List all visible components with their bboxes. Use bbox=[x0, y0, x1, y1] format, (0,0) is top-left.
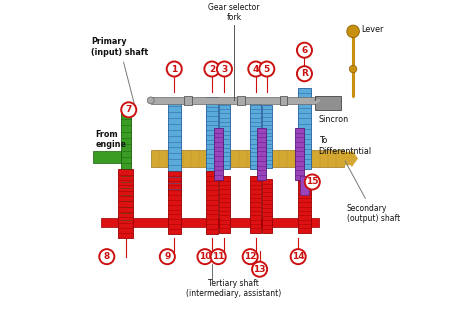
Circle shape bbox=[297, 43, 312, 58]
Circle shape bbox=[121, 102, 137, 117]
Circle shape bbox=[305, 174, 320, 190]
Bar bbox=[206, 97, 218, 173]
Bar bbox=[250, 100, 261, 169]
Text: 13: 13 bbox=[253, 265, 266, 274]
Circle shape bbox=[315, 97, 322, 104]
Circle shape bbox=[243, 249, 258, 264]
Bar bbox=[151, 97, 319, 104]
Bar bbox=[93, 151, 126, 163]
Text: Sincron: Sincron bbox=[319, 115, 349, 124]
Circle shape bbox=[210, 249, 226, 264]
Text: Primary
(input) shaft: Primary (input) shaft bbox=[91, 37, 148, 104]
Bar bbox=[262, 105, 272, 168]
Text: 2: 2 bbox=[209, 64, 215, 74]
Bar bbox=[219, 176, 230, 233]
Text: Secondary
(output) shaft: Secondary (output) shaft bbox=[345, 161, 400, 223]
Circle shape bbox=[259, 61, 274, 77]
Circle shape bbox=[217, 61, 232, 77]
Text: 9: 9 bbox=[164, 252, 171, 261]
Text: 3: 3 bbox=[221, 64, 228, 74]
Text: 15: 15 bbox=[306, 178, 319, 186]
Bar bbox=[168, 171, 181, 234]
Text: 12: 12 bbox=[244, 252, 256, 261]
Text: 8: 8 bbox=[104, 252, 110, 261]
Bar bbox=[100, 218, 319, 228]
Bar bbox=[295, 128, 304, 180]
Text: 4: 4 bbox=[253, 64, 259, 74]
Bar bbox=[315, 96, 340, 110]
Text: To
Differentntial: To Differentntial bbox=[319, 136, 372, 156]
Bar bbox=[298, 88, 311, 169]
Bar bbox=[219, 100, 230, 169]
Circle shape bbox=[291, 249, 306, 264]
Bar bbox=[206, 171, 218, 234]
FancyArrow shape bbox=[344, 151, 357, 166]
Bar bbox=[257, 128, 266, 180]
Bar bbox=[280, 96, 287, 105]
Text: Gear selector
fork: Gear selector fork bbox=[208, 3, 260, 22]
Circle shape bbox=[99, 249, 114, 264]
Text: Lever: Lever bbox=[361, 25, 383, 34]
Circle shape bbox=[349, 65, 357, 73]
Bar bbox=[214, 128, 223, 180]
Circle shape bbox=[204, 61, 219, 77]
Text: From
engine: From engine bbox=[95, 130, 126, 149]
Text: 1: 1 bbox=[171, 64, 177, 74]
Circle shape bbox=[160, 249, 175, 264]
Text: 10: 10 bbox=[199, 252, 211, 261]
Circle shape bbox=[147, 97, 154, 104]
Bar bbox=[262, 180, 272, 233]
Bar bbox=[120, 113, 131, 226]
Bar bbox=[168, 100, 181, 195]
Circle shape bbox=[198, 249, 212, 264]
Text: 6: 6 bbox=[301, 46, 308, 55]
Circle shape bbox=[248, 61, 264, 77]
Text: 11: 11 bbox=[212, 252, 224, 261]
Text: 14: 14 bbox=[292, 252, 304, 261]
Circle shape bbox=[297, 66, 312, 81]
Bar bbox=[237, 96, 246, 105]
Bar bbox=[184, 96, 192, 105]
Text: R: R bbox=[301, 69, 308, 78]
Text: Tertiary shaft
(intermediary, assistant): Tertiary shaft (intermediary, assistant) bbox=[186, 279, 282, 298]
Text: 7: 7 bbox=[126, 105, 132, 114]
Bar bbox=[298, 176, 311, 233]
Bar bbox=[151, 150, 344, 167]
Text: 5: 5 bbox=[264, 64, 270, 74]
Bar bbox=[301, 176, 309, 195]
Bar bbox=[118, 169, 133, 238]
Circle shape bbox=[347, 25, 359, 38]
Circle shape bbox=[252, 262, 267, 277]
Bar bbox=[250, 176, 261, 233]
Circle shape bbox=[167, 61, 182, 77]
